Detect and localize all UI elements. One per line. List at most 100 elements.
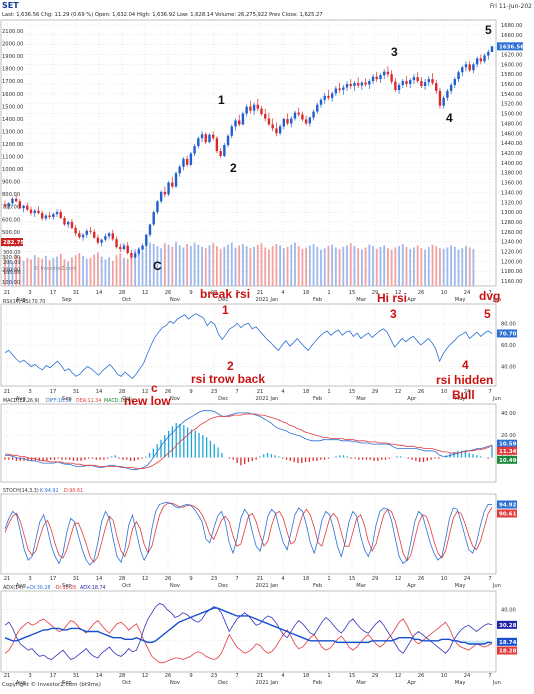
watermark: © InvestorZ.com [34,265,77,272]
adx-value: 18.74 [499,640,517,646]
annotation-c-small: c [151,381,158,395]
day-tick-label: 7 [488,576,491,582]
macd-dea-value-box [497,446,517,455]
day-tick-label: 1 [327,576,330,582]
macd-value-box [497,455,517,464]
annotation-c: C [153,259,162,273]
left-scale-label: 2100.00 [2,29,23,35]
volume-bar [286,246,289,286]
volume-bar [249,248,252,286]
macd-value: 10.49 [499,458,517,464]
left-scale-label: 100.00 [2,280,20,286]
volume-bar [15,254,18,286]
day-tick-label: 12 [142,673,149,679]
volume-bar [63,259,66,286]
price-tick-label: 1200.00 [501,259,522,265]
annotation-price-4: 4 [446,111,453,125]
volume-bar [375,248,378,286]
volume-bar [134,249,137,286]
date-label: Fri 11-Jun-202 [490,3,532,10]
price-tick-label: 1600.00 [501,62,522,68]
volume-bar [167,244,170,286]
candle-body [464,64,468,68]
candle-body [349,84,352,87]
day-tick-label: 17 [50,576,57,582]
volume-bar [137,247,140,286]
volume-bar [346,245,348,286]
month-tick-label: Aug [16,297,26,303]
candle-body [26,205,29,210]
volume-bar [123,258,125,286]
candle-body [22,205,25,209]
volume-bar [297,246,300,286]
annotation-break-rsi: break rsi [200,287,250,301]
macd-dea-line [5,413,493,470]
volume-bar [59,253,62,286]
day-tick-label: 9 [189,389,192,395]
price-tick-label: 1480.00 [501,121,522,127]
candle-body [40,213,44,219]
volume-bar [357,248,360,286]
day-tick-label: 24 [464,389,471,395]
volume-bar [33,255,36,286]
volume-tick-label: 300.00 [3,250,21,256]
day-tick-label: 12 [395,673,402,679]
volume-bar [331,244,334,286]
adx-minus-di-value-box [497,646,517,655]
day-tick-label: 26 [418,673,425,679]
volume-bar [201,246,203,286]
adx-line [4,607,493,645]
volume-bar [342,246,345,286]
volume-bar [175,241,177,286]
day-tick-label: 28 [119,389,126,395]
candle-body [234,120,237,127]
candle-body [382,71,386,76]
day-tick-label: 4 [281,576,285,582]
panels [0,19,497,673]
volume-bar [353,246,356,286]
rsi-legend: RSI(14) RSI:70.70 [3,299,45,305]
candle-body [293,112,297,119]
month-tick-label: Sep [62,680,72,686]
day-tick-label: 26 [165,576,172,582]
volume-bar [364,247,367,286]
volume-bar [11,261,14,286]
left-scale-label: 300.00 [2,255,20,261]
volume-bar [219,248,222,286]
candle-body [74,227,77,234]
candle-body [93,231,96,238]
candle-body [431,79,434,84]
adx-minus-di-line [4,618,493,664]
candle-body [475,58,479,65]
candle-body [204,134,207,143]
candle-body [3,204,7,207]
annotation-dvg: dvg [479,289,500,303]
stoch-legend: STOCH(14,3,3) [3,488,39,494]
volume-bar [264,247,267,286]
vol-label: 282.75 [3,240,24,246]
copyright: Copyright © InvestorZ.com (bt9ms) [2,681,101,688]
volume-bar [186,244,189,286]
volume-bar [442,248,445,286]
price-tick-label: 1660.00 [501,33,522,39]
left-scale-label: 1800.00 [2,67,23,73]
macd-tick-label: 40.00 [501,411,516,417]
panel-stoch [0,493,497,575]
day-tick-label: 17 [50,389,57,395]
candle-body [119,247,122,250]
month-tick-label: Nov [170,297,180,303]
month-tick-label: 2021 Jan [255,583,278,589]
candle-body [156,201,159,213]
candle-body [453,79,457,86]
volume-bar [268,249,270,286]
candle-body [14,198,18,202]
candle-body [11,198,14,204]
month-tick-label: Aug [16,680,26,686]
annotation-hi-rsi: Hi rsi [377,291,407,305]
month-tick-label: Dec [218,680,228,686]
candle-body [171,182,174,187]
month-tick-label: Sep [62,583,72,589]
candle-body [316,104,319,112]
volume-bar [178,245,181,286]
candle-body [208,134,211,143]
